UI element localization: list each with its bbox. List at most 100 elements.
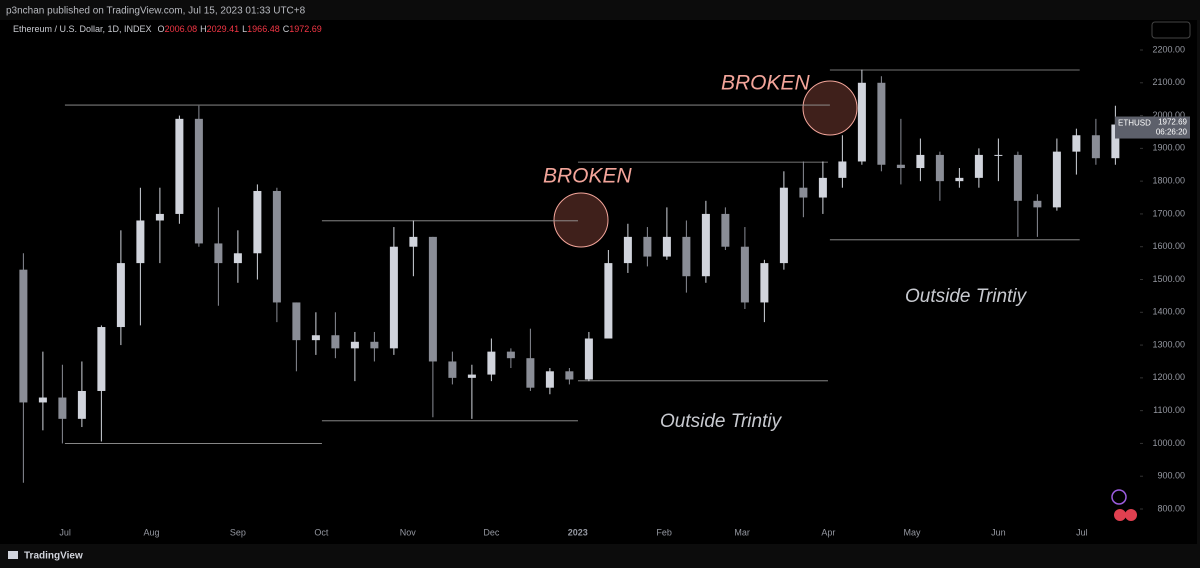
x-tick-label: Apr — [821, 527, 835, 537]
y-tick-label: 1300.00 — [1152, 339, 1185, 349]
candle-body — [389, 246, 398, 349]
y-tick-label: 2200.00 — [1152, 44, 1185, 54]
candle-body — [370, 341, 379, 349]
candle-body — [38, 397, 47, 403]
candle-body — [409, 236, 418, 247]
legend-key: C — [283, 24, 290, 34]
candle-body — [292, 302, 301, 341]
legend-key: H — [200, 24, 207, 34]
candle-body — [1111, 124, 1120, 159]
y-tick-label: 800.00 — [1157, 503, 1185, 513]
candle-body — [77, 390, 86, 419]
legend-key: O — [158, 24, 165, 34]
last-price-value: 1972.69 — [1158, 118, 1187, 127]
legend-value: 2006.08 — [165, 24, 198, 34]
y-tick-label: 900.00 — [1157, 471, 1185, 481]
candle-body — [214, 243, 223, 264]
candle-body — [1072, 135, 1081, 152]
candle-body — [701, 213, 710, 277]
candle-body — [838, 161, 847, 178]
y-tick-label: 2000.00 — [1152, 110, 1185, 120]
candle-body — [604, 263, 613, 339]
legend-value: 1966.48 — [247, 24, 280, 34]
candle-body — [955, 177, 964, 182]
annotation: BROKEN — [543, 165, 633, 188]
candle-body — [584, 338, 593, 380]
candle-body — [116, 263, 125, 328]
candle-body — [974, 154, 983, 178]
icon[interactable] — [1125, 509, 1137, 521]
candle-body — [526, 358, 535, 388]
candle-body — [136, 220, 145, 264]
x-tick-label: 2023 — [568, 527, 588, 537]
y-tick-label: 1400.00 — [1152, 307, 1185, 317]
x-tick-label: Feb — [656, 527, 672, 537]
menu-box[interactable] — [1151, 21, 1191, 39]
icon[interactable] — [1111, 489, 1127, 505]
y-tick-label: 1500.00 — [1152, 274, 1185, 284]
candle-body — [779, 187, 788, 264]
candle-body — [428, 236, 437, 362]
publisher: p3nchan published on TradingView.com, Ju… — [6, 6, 306, 17]
logo — [8, 551, 18, 559]
candle-body — [155, 213, 164, 221]
candle-body — [97, 327, 106, 391]
y-tick-label: 1100.00 — [1153, 405, 1185, 415]
candle-body — [721, 213, 730, 247]
legend-title: Ethereum / U.S. Dollar, 1D, INDEX — [13, 24, 152, 34]
candle-body — [1033, 200, 1042, 208]
candle-body — [272, 190, 281, 303]
candle-body — [896, 164, 905, 169]
last-price-symbol: ETHUSD — [1118, 119, 1151, 128]
y-tick-label: 2100.00 — [1152, 77, 1185, 87]
y-tick-label: 1200.00 — [1152, 372, 1185, 382]
y-tick-label: 1700.00 — [1152, 208, 1185, 218]
candle-body — [662, 236, 671, 257]
annotation: Outside Trintiy — [905, 286, 1028, 307]
candle-body — [682, 236, 691, 277]
footer: TradingView — [24, 551, 83, 562]
candle-body — [799, 187, 808, 198]
icon[interactable] — [1114, 509, 1126, 521]
last-price-countdown: 06:26:20 — [1156, 128, 1188, 137]
x-tick-label: May — [903, 527, 921, 537]
legend: Ethereum / U.S. Dollar, 1D, INDEX O2006.0… — [13, 24, 322, 34]
candle-body — [311, 335, 320, 341]
legend-value: 1972.69 — [289, 24, 322, 34]
candle-body — [253, 190, 262, 254]
candle-body — [877, 82, 886, 165]
candle-body — [857, 82, 866, 162]
candle-body — [194, 118, 203, 244]
x-tick-label: Oct — [314, 527, 329, 537]
candle-body — [545, 371, 554, 388]
x-tick-label: Dec — [483, 527, 500, 537]
candle-body — [643, 236, 652, 257]
x-tick-label: Sep — [230, 527, 246, 537]
candle-body — [994, 154, 1003, 156]
candle-body — [623, 236, 632, 264]
candle-body — [448, 361, 457, 378]
candle-body — [565, 371, 574, 380]
annotation: BROKEN — [721, 72, 811, 95]
legend-key: L — [242, 24, 247, 34]
candle-body — [19, 269, 28, 403]
x-tick-label: Aug — [143, 527, 159, 537]
annotation: Outside Trintiy — [660, 411, 783, 432]
candle-body — [331, 335, 340, 349]
break-circle — [553, 192, 609, 248]
candle-body — [175, 118, 184, 214]
legend-value: 2029.41 — [207, 24, 240, 34]
y-tick-label: 1600.00 — [1152, 241, 1185, 251]
candle-body — [350, 341, 359, 349]
x-tick-label: Jun — [991, 527, 1006, 537]
x-tick-label: Jul — [1076, 527, 1088, 537]
y-tick-label: 1000.00 — [1152, 438, 1185, 448]
candle-body — [58, 397, 67, 419]
x-tick-label: Mar — [734, 527, 750, 537]
candle-body — [935, 154, 944, 182]
candle-body — [467, 374, 476, 378]
y-tick-label: 1800.00 — [1152, 176, 1185, 186]
candle-body — [916, 154, 925, 169]
y-tick-label: 1900.00 — [1152, 143, 1185, 153]
